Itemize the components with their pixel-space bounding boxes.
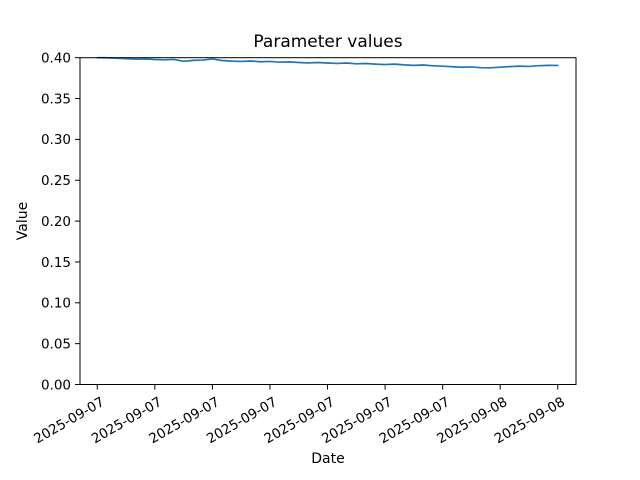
y-tick-label: 0.20 [41,214,71,230]
series-group [96,56,559,69]
axes-background [80,57,576,385]
y-tick-label: 0.30 [41,132,71,148]
y-axis-label: Value [15,202,31,240]
y-tick-label: 0.40 [41,51,71,67]
y-tick-label: 0.15 [41,255,71,271]
axes-border [79,57,577,385]
y-tick-label: 0.25 [41,173,71,189]
y-ticks: 0.00 0.05 0.10 0.15 0.20 0.25 0.30 0.35 0.40 [41,51,80,393]
y-tick-label: 0.35 [41,91,71,107]
x-axis-label: Date [311,451,344,467]
chart-title: Parameter values [253,32,402,52]
y-tick-label: 0.10 [41,296,71,312]
y-tick-label: 0.00 [41,377,71,393]
series-line [96,56,559,69]
y-tick-label: 0.05 [41,336,71,352]
